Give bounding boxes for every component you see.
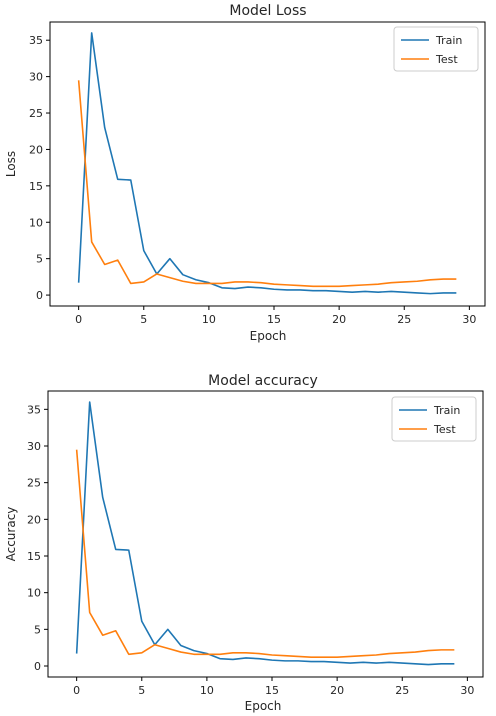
series-line-test — [77, 80, 457, 288]
series-line-train — [77, 32, 457, 295]
y-tick-label: 20 — [29, 143, 43, 156]
x-tick-label: 30 — [462, 313, 476, 326]
y-tick-label: 15 — [27, 550, 41, 563]
y-tick-label: 5 — [34, 623, 41, 636]
y-tick-label: 0 — [34, 660, 41, 673]
y-tick-label: 25 — [29, 107, 43, 120]
y-axis-label: Accuracy — [4, 507, 18, 562]
x-tick-label: 15 — [265, 684, 279, 697]
series-group — [75, 401, 455, 666]
tick-group: 0 5 10 15 20 25 30 0 5 10 15 20 25 30 35 — [27, 403, 474, 697]
x-tick-label: 15 — [267, 313, 281, 326]
y-tick-label: 30 — [27, 440, 41, 453]
x-tick-label: 5 — [138, 684, 145, 697]
x-axis-label: Epoch — [250, 329, 287, 343]
legend-label-train: Train — [433, 404, 460, 417]
legend-label-train: Train — [435, 34, 462, 47]
legend-label-test: Test — [435, 53, 458, 66]
x-tick-label: 20 — [330, 684, 344, 697]
loss-chart: Model Loss Epoch Loss 0 5 10 15 20 25 30 0 5 10 15… — [4, 3, 486, 343]
legend-box — [391, 396, 477, 442]
x-tick-label: 20 — [332, 313, 346, 326]
legend: Train Test — [393, 26, 479, 72]
tick-group: 0 5 10 15 20 25 30 0 5 10 15 20 25 30 35 — [29, 34, 476, 326]
x-axis-label: Epoch — [245, 699, 282, 713]
y-tick-label: 30 — [29, 71, 43, 84]
chart-title: Model Loss — [229, 3, 306, 19]
y-tick-label: 25 — [27, 477, 41, 490]
x-tick-label: 30 — [460, 684, 474, 697]
series-group — [77, 32, 457, 295]
y-tick-label: 10 — [29, 216, 43, 229]
plot-frame — [47, 390, 484, 678]
y-tick-label: 35 — [27, 403, 41, 416]
y-axis-label: Loss — [4, 151, 18, 177]
x-tick-label: 25 — [397, 313, 411, 326]
legend: Train Test — [391, 396, 477, 442]
y-tick-label: 5 — [36, 253, 43, 266]
chart-title: Model accuracy — [208, 373, 318, 389]
x-tick-label: 10 — [202, 313, 216, 326]
accuracy-chart: Model accuracy Epoch Accuracy 0 5 10 15 20 25… — [4, 373, 484, 713]
y-tick-label: 0 — [36, 289, 43, 302]
x-tick-label: 10 — [200, 684, 214, 697]
legend-label-test: Test — [433, 423, 456, 436]
y-tick-label: 20 — [27, 513, 41, 526]
legend-box — [393, 26, 479, 72]
x-tick-label: 5 — [140, 313, 147, 326]
y-tick-label: 10 — [27, 587, 41, 600]
y-tick-label: 15 — [29, 180, 43, 193]
y-tick-label: 35 — [29, 34, 43, 47]
series-line-train — [75, 401, 455, 666]
plot-frame — [49, 21, 486, 307]
series-line-test — [75, 449, 455, 659]
x-tick-label: 0 — [73, 684, 80, 697]
x-tick-label: 0 — [75, 313, 82, 326]
x-tick-label: 25 — [395, 684, 409, 697]
